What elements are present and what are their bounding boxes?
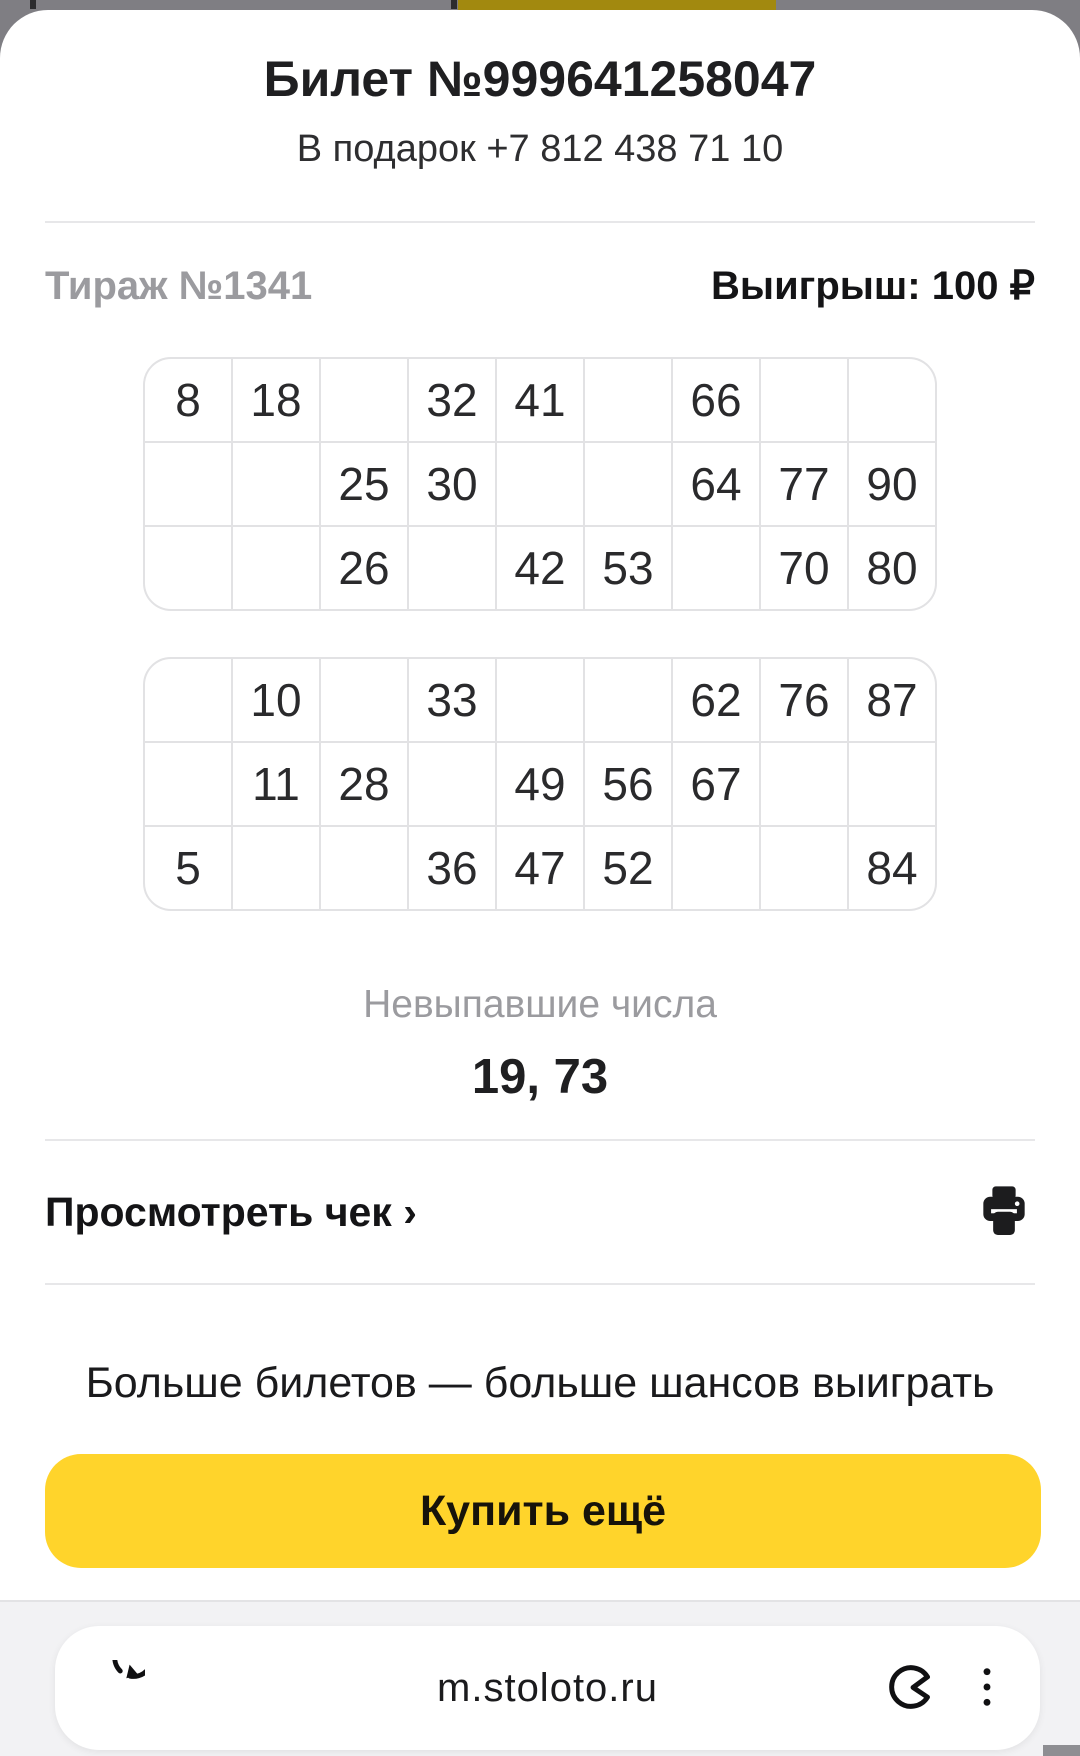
- ticket-cell: 30: [409, 443, 495, 525]
- ticket-cell: 47: [497, 827, 583, 909]
- printer-icon: [973, 1186, 1035, 1248]
- missing-numbers-label: Невыпавшие числа: [363, 983, 717, 1026]
- background-yellow-element: [458, 0, 776, 10]
- ticket-cell: 76: [761, 659, 847, 741]
- ticket-cell: 80: [849, 527, 935, 609]
- ticket-cell: 33: [409, 659, 495, 741]
- ticket-cell: [585, 443, 671, 525]
- promo-text: Больше билетов — больше шансов выиграть: [85, 1359, 995, 1407]
- draw-info-row: Тираж №1341 Выигрыш: 100 ₽: [45, 263, 1035, 309]
- ticket-cell: [321, 659, 407, 741]
- ticket-cell: 87: [849, 659, 935, 741]
- protect-button[interactable]: [884, 1660, 938, 1716]
- ticket-field-1: 8 18 32 41 66 25 30 64 77 90 26 42 53 70 80: [143, 357, 937, 611]
- browser-address-bar: m.stoloto.ru: [55, 1626, 1040, 1750]
- ticket-cell: 53: [585, 527, 671, 609]
- ticket-cell: [145, 527, 231, 609]
- ticket-cell: 52: [585, 827, 671, 909]
- ticket-cell: [761, 359, 847, 441]
- ticket-cell: [233, 443, 319, 525]
- ticket-cell: 62: [673, 659, 759, 741]
- url-field[interactable]: m.stoloto.ru: [437, 1665, 658, 1710]
- divider: [45, 1139, 1035, 1141]
- ticket-cell: [233, 827, 319, 909]
- missing-numbers-value: 19, 73: [471, 1050, 609, 1104]
- prize-amount-label: Выигрыш: 100 ₽: [711, 264, 1035, 308]
- protect-icon: [884, 1660, 938, 1717]
- ticket-cell: 56: [585, 743, 671, 825]
- reload-button[interactable]: [89, 1636, 155, 1719]
- ticket-cell: [497, 659, 583, 741]
- ticket-cell: 41: [497, 359, 583, 441]
- ticket-cell: 70: [761, 527, 847, 609]
- ticket-field-2: 10 33 62 76 87 11 28 49 56 67 5 36 47 52 84: [143, 657, 937, 911]
- ticket-grids: 8 18 32 41 66 25 30 64 77 90 26 42 53 70 80 10 33 62 76 87…: [45, 309, 1035, 911]
- kebab-menu-icon: [964, 1662, 1010, 1715]
- ticket-cell: [409, 743, 495, 825]
- ticket-cell: 10: [233, 659, 319, 741]
- divider: [45, 1283, 1035, 1285]
- ticket-cell: 90: [849, 443, 935, 525]
- ticket-cell: 84: [849, 827, 935, 909]
- ticket-cell: 66: [673, 359, 759, 441]
- ticket-cell: 64: [673, 443, 759, 525]
- ticket-cell: [321, 359, 407, 441]
- ticket-cell: 32: [409, 359, 495, 441]
- background-tick: [30, 0, 36, 9]
- ticket-cell: 11: [233, 743, 319, 825]
- view-receipt-link[interactable]: Просмотреть чек ›: [45, 1188, 417, 1235]
- ticket-cell: [145, 743, 231, 825]
- reload-icon: [89, 1636, 155, 1719]
- ticket-cell: 67: [673, 743, 759, 825]
- browser-chrome-area: m.stoloto.ru: [0, 1600, 1080, 1756]
- ticket-cell: [585, 359, 671, 441]
- browser-actions: [884, 1660, 1010, 1716]
- ticket-cell: [497, 443, 583, 525]
- divider: [45, 221, 1035, 223]
- background-corner-chip: [1043, 1745, 1080, 1756]
- ticket-cell: 77: [761, 443, 847, 525]
- background-tick: [451, 0, 457, 9]
- ticket-cell: [145, 659, 231, 741]
- ticket-cell: [145, 443, 231, 525]
- ticket-cell: 49: [497, 743, 583, 825]
- ticket-cell: [849, 359, 935, 441]
- ticket-cell: 42: [497, 527, 583, 609]
- print-button[interactable]: [973, 1179, 1035, 1245]
- ticket-cell: 26: [321, 527, 407, 609]
- draw-number-label: Тираж №1341: [45, 264, 313, 308]
- receipt-row: Просмотреть чек ›: [45, 1141, 1035, 1283]
- ticket-title: Билет №999641258047: [263, 51, 817, 107]
- ticket-cell: 28: [321, 743, 407, 825]
- ticket-cell: [761, 743, 847, 825]
- ticket-cell: [673, 527, 759, 609]
- ticket-cell: [409, 527, 495, 609]
- browser-menu-button[interactable]: [964, 1660, 1010, 1716]
- ticket-cell: [321, 827, 407, 909]
- ticket-cell: 36: [409, 827, 495, 909]
- ticket-cell: [849, 743, 935, 825]
- ticket-cell: [233, 527, 319, 609]
- ticket-sheet: Билет №999641258047 В подарок +7 812 438…: [0, 10, 1080, 1756]
- ticket-cell: 25: [321, 443, 407, 525]
- ticket-cell: [761, 827, 847, 909]
- ticket-cell: 18: [233, 359, 319, 441]
- buy-more-button[interactable]: Купить ещё: [45, 1454, 1041, 1568]
- ticket-cell: [673, 827, 759, 909]
- ticket-cell: [585, 659, 671, 741]
- gift-phone-subtitle: В подарок +7 812 438 71 10: [296, 128, 784, 170]
- ticket-cell: 5: [145, 827, 231, 909]
- ticket-cell: 8: [145, 359, 231, 441]
